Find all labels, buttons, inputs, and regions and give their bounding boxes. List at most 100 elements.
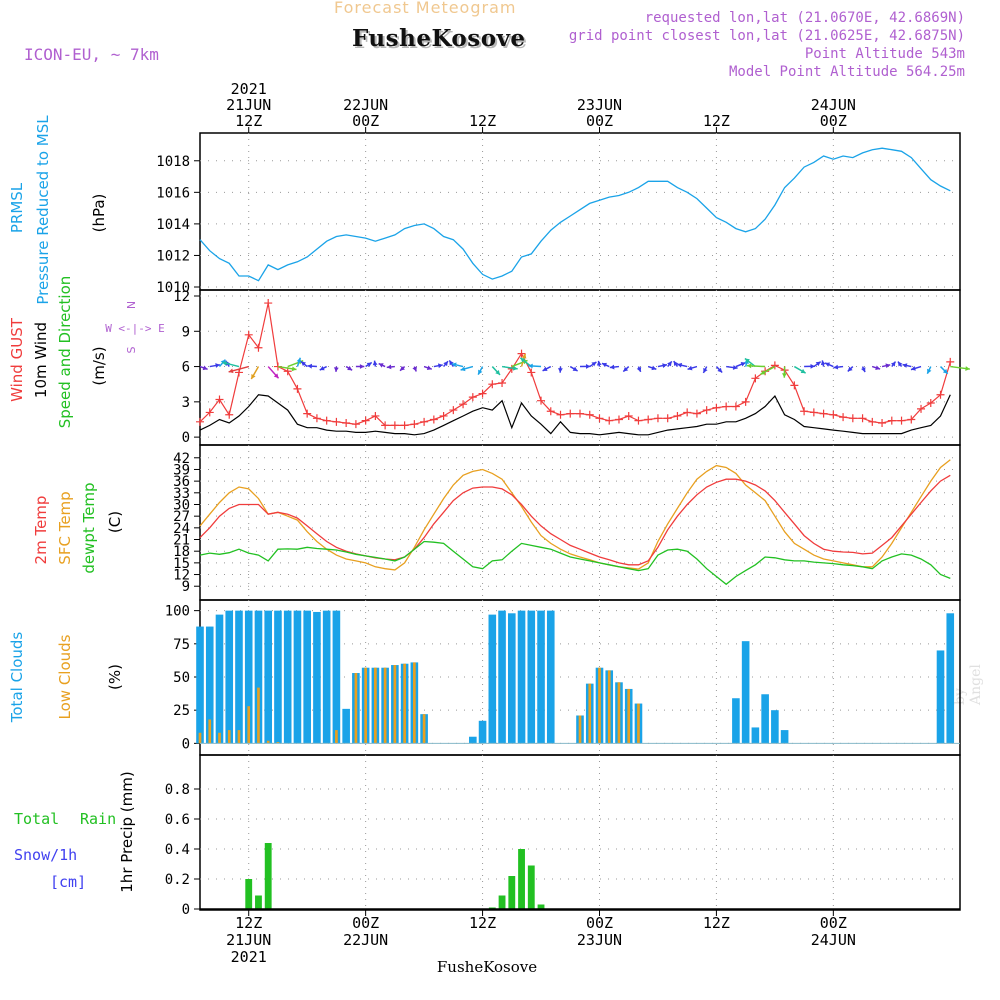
pressure-ytick-label: 1014 — [156, 217, 190, 233]
location-title: FusheKosove — [352, 25, 526, 52]
total-cloud-bar — [313, 611, 321, 744]
wind-gust-marker — [303, 409, 312, 418]
wind-direction-arrowhead — [378, 363, 384, 368]
low-cloud-bar — [598, 667, 601, 744]
wind-ytick-label: 3 — [182, 395, 190, 411]
total-cloud-bar — [283, 610, 292, 744]
wind-direction-arrowhead — [890, 361, 896, 367]
total-cloud-bar — [303, 610, 311, 744]
wind-gust-marker — [741, 397, 750, 406]
wind-gust-marker — [868, 417, 877, 426]
rain-bar — [527, 865, 535, 909]
low-cloud-bar — [218, 732, 221, 744]
wind-direction-arrowhead — [740, 362, 746, 367]
wind-direction-arrowhead — [220, 359, 226, 365]
wind-direction-arrowhead — [512, 365, 518, 371]
wind-gust-marker — [234, 368, 243, 377]
wind-gust-marker — [283, 367, 292, 376]
total-cloud-bar — [274, 610, 282, 744]
wind-gust-marker — [459, 400, 468, 409]
wind-gust-marker — [614, 415, 623, 424]
wind-gust-marker — [585, 410, 594, 419]
low-cloud-bar — [237, 730, 241, 744]
sfc-temp-line — [199, 459, 951, 571]
wind-direction-arrowhead — [601, 362, 607, 368]
wind-gust-marker — [478, 389, 487, 398]
total-cloud-bar — [936, 650, 945, 744]
temp-ytick-label: 21 — [173, 533, 190, 549]
total-cloud-bar — [469, 736, 477, 744]
temp-ytick-label: 18 — [173, 544, 190, 560]
clouds-ytick-label: 75 — [173, 637, 190, 653]
wind-direction-arrowhead — [591, 361, 597, 367]
wind-direction-arrowhead — [760, 370, 766, 375]
total-cloud-bar — [205, 626, 214, 744]
clouds-ytick-label: 50 — [173, 670, 190, 686]
wind-gust-marker — [390, 421, 399, 430]
wind-gust-marker — [936, 390, 945, 399]
wind-direction-arrow — [813, 361, 822, 368]
precip-panel: 0 0.2 0.4 0.6 0.8 — [165, 754, 961, 918]
wind-direction-arrowhead — [495, 370, 501, 375]
total-cloud-bar — [196, 626, 204, 744]
wind-gust-marker — [507, 364, 516, 373]
total-clouds-label: Total Clouds — [8, 632, 26, 724]
wind-direction-arrowhead — [528, 363, 533, 369]
wind-gust-marker — [322, 416, 331, 425]
temp-ytick-label: 36 — [173, 474, 190, 490]
low-cloud-bar — [617, 682, 621, 744]
low-cloud-bar — [276, 742, 280, 744]
wind-direction-arrowhead — [782, 373, 787, 378]
low-cloud-bar — [413, 662, 416, 744]
wind-gust-marker — [761, 367, 770, 376]
total-cloud-bar — [332, 610, 341, 744]
wind-direction-arrowhead — [273, 373, 279, 379]
wind-direction-arrow — [477, 366, 484, 375]
wind-gust-marker — [371, 411, 380, 420]
wind-ytick-label: 9 — [182, 324, 190, 340]
total-cloud-bar — [225, 610, 234, 744]
dewpoint-label: dewpt Temp — [80, 482, 98, 573]
rain-bar — [508, 876, 516, 909]
rain-bar — [264, 843, 272, 909]
closest-coords: grid point closest lon,lat (21.0625E, 42… — [568, 28, 965, 44]
low-clouds-label: Low Clouds — [56, 634, 74, 719]
wind-direction-arrow — [735, 361, 746, 368]
rain-bar — [245, 879, 253, 909]
total-cloud-bar — [780, 730, 789, 744]
wind-gust-marker — [332, 417, 341, 426]
wind-direction-arrowhead — [744, 358, 750, 364]
wind-gust-marker — [819, 409, 828, 418]
wind-direction-arrow — [413, 366, 417, 372]
pressure-frame — [199, 132, 961, 291]
wind-direction-arrow — [637, 366, 642, 373]
wind-gust-marker — [498, 379, 507, 388]
wind-direction-arrowhead — [815, 361, 821, 367]
total-cloud-bar — [615, 682, 623, 744]
low-cloud-bar — [403, 663, 406, 744]
low-cloud-bar — [637, 703, 640, 744]
total-cloud-bar — [527, 610, 536, 744]
wind-direction-arrowhead — [800, 368, 806, 374]
wind-direction-arrow — [491, 366, 501, 376]
wind-direction-arrow — [824, 362, 834, 368]
low-cloud-bar — [607, 670, 611, 744]
bottom-time-label: 22JUN — [343, 931, 388, 949]
total-cloud-bar — [537, 610, 545, 744]
low-cloud-bar — [627, 688, 631, 744]
pressure-line — [199, 147, 951, 282]
wind-direction-arrowhead — [965, 366, 970, 371]
wind-direction-arrow — [926, 366, 932, 375]
wind-gust-marker — [293, 384, 302, 393]
wind-gust-marker — [926, 399, 935, 408]
wind-direction-arrowhead — [861, 367, 866, 373]
cloud-unit: (%) — [106, 664, 124, 690]
clouds-ytick-label: 100 — [165, 604, 190, 620]
wind-gust-marker — [917, 404, 926, 413]
total-cloud-bar — [595, 667, 604, 744]
wind-direction-arrow — [833, 365, 844, 369]
wind-direction-arrowhead — [347, 365, 353, 371]
total-cloud-bar — [507, 613, 516, 744]
wind-gust-marker — [800, 407, 809, 416]
